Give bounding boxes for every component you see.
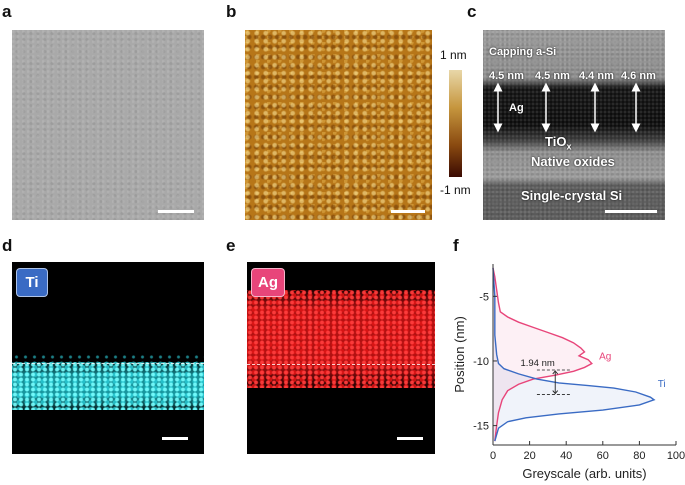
series-fill-ti	[493, 267, 655, 442]
x-tick-label: 100	[667, 450, 685, 462]
ti-tag: Ti	[16, 268, 48, 297]
thickness-label-3: 4.4 nm	[579, 70, 614, 82]
colorbar-max-label: 1 nm	[440, 48, 467, 62]
tem-image: Capping a-Si 4.5 nm 4.5 nm 4.4 nm 4.6 nm…	[483, 30, 665, 220]
reference-line	[12, 363, 204, 364]
thickness-label-4: 4.6 nm	[621, 70, 656, 82]
scale-bar	[162, 437, 188, 440]
tiox-label: TiOx	[545, 134, 571, 152]
series-label-ag: Ag	[599, 352, 611, 363]
series-line-ag	[492, 267, 593, 442]
profile-chart: Ag Ti 1.94 nm 0 20 40 60 80 100 -5 -10 -15 Greyscale…	[452, 264, 685, 481]
y-tick-label: -15	[473, 421, 489, 433]
series-line-ti	[492, 267, 656, 442]
ag-tag: Ag	[251, 268, 285, 297]
sem-image	[12, 30, 204, 220]
capping-label: Capping a-Si	[489, 46, 557, 58]
series-fill-ag	[493, 267, 592, 442]
ti-signal-band	[12, 362, 204, 410]
substrate-label: Single-crystal Si	[521, 188, 623, 203]
scale-bar	[158, 210, 194, 213]
native-oxides-label: Native oxides	[531, 154, 615, 169]
x-tick-label: 20	[523, 450, 535, 462]
panel-label-b: b	[226, 2, 237, 21]
panel-label-a: a	[2, 2, 12, 21]
x-tick-label: 60	[597, 450, 609, 462]
panel-label-f: f	[453, 236, 459, 255]
ag-signal-band	[247, 290, 435, 388]
eds-ti-map: Ti	[12, 262, 204, 454]
thickness-label-1: 4.5 nm	[489, 70, 524, 82]
colorbar-min-label: -1 nm	[440, 183, 471, 197]
panel-label-c: c	[467, 2, 477, 21]
panel-label-d: d	[2, 236, 13, 255]
reference-line	[247, 364, 435, 365]
y-tick-label: -5	[479, 291, 489, 303]
x-axis-label: Greyscale (arb. units)	[522, 466, 646, 481]
eds-ag-map: Ag	[247, 262, 435, 454]
annotation-label: 1.94 nm	[520, 358, 554, 369]
tiox-main: TiO	[545, 134, 567, 149]
annotation-arrowhead-top	[552, 370, 559, 375]
annotation-arrowhead-bottom	[552, 390, 559, 395]
series-label-ti: Ti	[658, 379, 666, 390]
scale-bar	[397, 437, 423, 440]
y-tick-label: -10	[473, 356, 489, 368]
tiox-subscript: x	[566, 141, 572, 152]
thickness-label-2: 4.5 nm	[535, 70, 570, 82]
x-tick-label: 40	[560, 450, 572, 462]
ag-layer-label: Ag	[509, 102, 524, 114]
afm-image	[245, 30, 432, 220]
scale-bar	[605, 210, 657, 213]
scale-bar	[391, 210, 425, 213]
panel-label-e: e	[226, 236, 236, 255]
afm-colorbar	[449, 70, 462, 177]
x-tick-label: 80	[633, 450, 645, 462]
thickness-arrows	[493, 82, 641, 133]
x-tick-label: 0	[490, 450, 496, 462]
ti-signal-fringe	[12, 354, 204, 364]
y-axis-label: Position (nm)	[452, 316, 467, 393]
